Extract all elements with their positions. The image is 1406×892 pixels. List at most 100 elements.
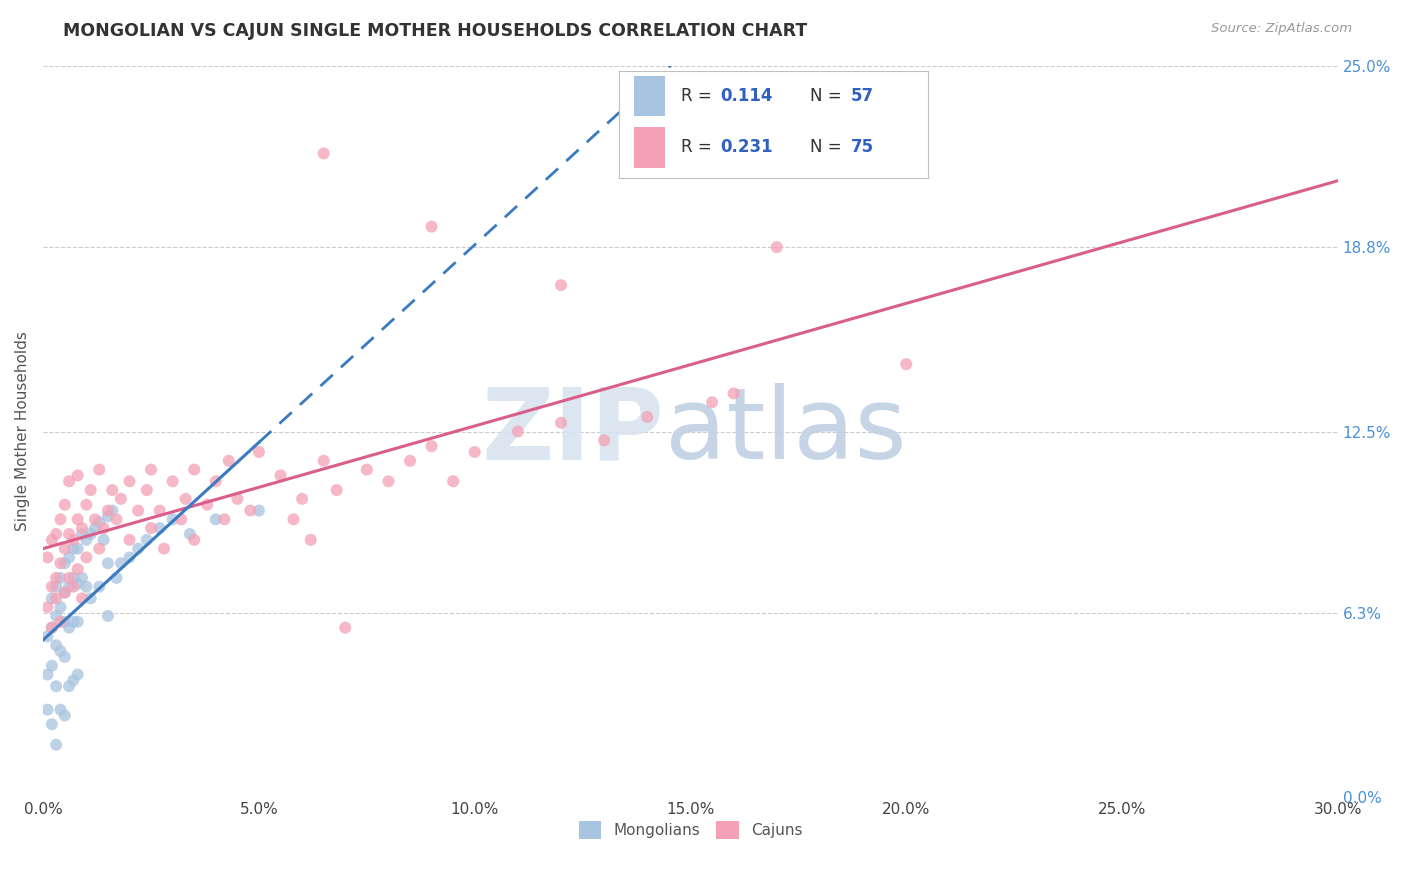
Point	[97, 509, 120, 524]
Point	[312, 454, 335, 468]
Point	[58, 527, 80, 541]
Point	[765, 240, 787, 254]
Point	[53, 541, 76, 556]
Point	[66, 562, 89, 576]
Point	[139, 462, 162, 476]
Point	[153, 541, 176, 556]
Point	[75, 498, 97, 512]
Point	[179, 527, 201, 541]
Point	[66, 468, 89, 483]
Point	[550, 278, 572, 293]
Point	[97, 556, 120, 570]
Point	[204, 512, 226, 526]
Point	[41, 717, 63, 731]
Point	[101, 483, 124, 497]
Point	[37, 600, 59, 615]
Point	[41, 621, 63, 635]
Point	[441, 475, 464, 489]
Point	[420, 439, 443, 453]
Point	[270, 468, 292, 483]
Point	[79, 483, 101, 497]
Point	[41, 580, 63, 594]
Point	[118, 533, 141, 547]
Point	[53, 585, 76, 599]
Point	[62, 615, 84, 629]
Text: ZIP: ZIP	[482, 383, 665, 480]
Point	[41, 621, 63, 635]
Point	[204, 475, 226, 489]
Point	[105, 571, 128, 585]
Point	[93, 521, 115, 535]
Point	[66, 615, 89, 629]
Point	[118, 475, 141, 489]
Point	[162, 512, 184, 526]
Point	[84, 521, 107, 535]
Point	[97, 609, 120, 624]
FancyBboxPatch shape	[634, 127, 665, 168]
Text: 0.231: 0.231	[721, 138, 773, 156]
Point	[149, 503, 172, 517]
Point	[135, 483, 157, 497]
Point	[700, 395, 723, 409]
Point	[247, 503, 270, 517]
Y-axis label: Single Mother Households: Single Mother Households	[15, 332, 30, 532]
Point	[49, 512, 72, 526]
Point	[62, 533, 84, 547]
Point	[62, 541, 84, 556]
Text: N =: N =	[810, 138, 848, 156]
Point	[62, 673, 84, 688]
Point	[37, 667, 59, 681]
Point	[53, 615, 76, 629]
Point	[139, 521, 162, 535]
Text: 57: 57	[851, 87, 873, 105]
Point	[291, 491, 314, 506]
Point	[593, 434, 616, 448]
Point	[283, 512, 305, 526]
Point	[58, 580, 80, 594]
Point	[70, 591, 93, 606]
Point	[356, 462, 378, 476]
Point	[66, 667, 89, 681]
Point	[226, 491, 249, 506]
Point	[218, 454, 240, 468]
Point	[62, 580, 84, 594]
Point	[550, 416, 572, 430]
Point	[723, 386, 745, 401]
Text: N =: N =	[810, 87, 848, 105]
Point	[89, 541, 111, 556]
Point	[45, 638, 67, 652]
Point	[66, 512, 89, 526]
Point	[45, 571, 67, 585]
Point	[37, 629, 59, 643]
Point	[325, 483, 347, 497]
Point	[135, 533, 157, 547]
Point	[58, 621, 80, 635]
FancyBboxPatch shape	[634, 76, 665, 116]
Point	[110, 556, 132, 570]
Point	[45, 527, 67, 541]
Point	[75, 533, 97, 547]
Point	[506, 425, 529, 439]
Point	[66, 541, 89, 556]
Point	[53, 556, 76, 570]
Point	[149, 521, 172, 535]
Point	[58, 571, 80, 585]
Point	[174, 491, 197, 506]
Point	[66, 576, 89, 591]
Point	[58, 550, 80, 565]
Point	[79, 591, 101, 606]
Point	[62, 571, 84, 585]
Point	[89, 516, 111, 530]
Point	[420, 219, 443, 234]
Point	[89, 462, 111, 476]
Text: MONGOLIAN VS CAJUN SINGLE MOTHER HOUSEHOLDS CORRELATION CHART: MONGOLIAN VS CAJUN SINGLE MOTHER HOUSEHO…	[63, 22, 807, 40]
Point	[58, 679, 80, 693]
Point	[110, 491, 132, 506]
Point	[195, 498, 218, 512]
Point	[49, 644, 72, 658]
Point	[312, 146, 335, 161]
Point	[53, 649, 76, 664]
Point	[45, 679, 67, 693]
Point	[58, 475, 80, 489]
Point	[49, 615, 72, 629]
